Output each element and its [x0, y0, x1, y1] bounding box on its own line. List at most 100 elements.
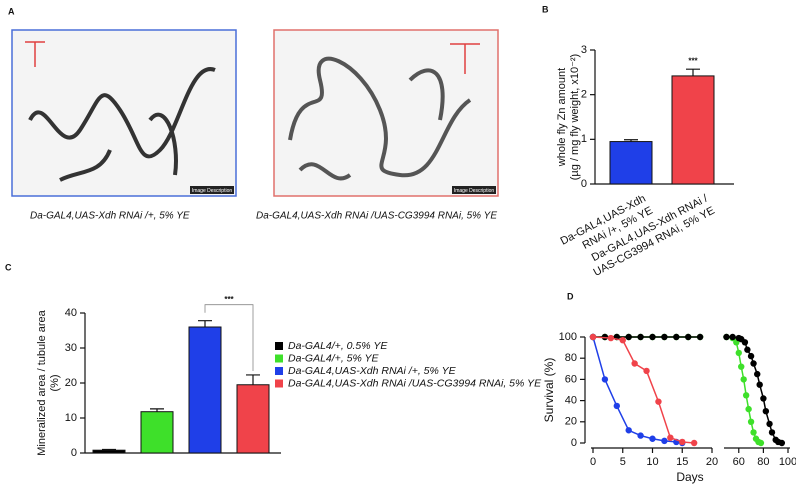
y-axis-label: Survival (%): [542, 358, 556, 423]
caption: Da-GAL4,UAS-Xdh RNAi /UAS-CG3994 RNAi, 5…: [256, 211, 497, 222]
bar: [140, 411, 174, 454]
point: [637, 333, 644, 341]
x-tick-label: 15: [676, 456, 688, 468]
overlay-box: [190, 186, 234, 194]
point: [747, 352, 755, 360]
x-tick-label: 100: [779, 456, 796, 468]
overlay-box: [452, 186, 496, 194]
y-tick-label: 60: [565, 373, 577, 385]
tubule: [288, 56, 472, 181]
point: [760, 395, 767, 402]
legend-swatch: [275, 354, 283, 363]
x-tick-label: 10: [646, 456, 658, 468]
x-tick-label: 80: [757, 456, 769, 468]
point: [766, 420, 773, 428]
point: [643, 367, 650, 375]
overlay: Image Description: [454, 188, 495, 194]
point: [619, 336, 626, 344]
point: [649, 435, 656, 442]
point: [740, 376, 747, 383]
point: [741, 339, 749, 346]
point: [607, 334, 615, 342]
panel-label: B: [542, 4, 549, 14]
bar: [671, 75, 715, 185]
series-line: [592, 336, 683, 444]
point: [745, 405, 752, 413]
x-tick-label: 0: [590, 456, 596, 468]
point: [754, 370, 761, 378]
point: [735, 349, 742, 357]
point: [631, 360, 638, 367]
point: [723, 333, 730, 341]
error-bar: [686, 68, 700, 76]
y-tick-label: 20: [65, 377, 77, 389]
bar: [188, 326, 222, 454]
point: [750, 360, 757, 367]
bar: [609, 141, 653, 185]
image-a1: Image Description Da-GAL4,UAS-Xdh RNAi /…: [11, 29, 237, 222]
point: [762, 408, 770, 415]
point: [742, 392, 750, 399]
error-bar: [198, 320, 212, 327]
bar: [92, 449, 126, 454]
y-tick-label: 20: [565, 416, 577, 428]
legend-swatch: [275, 379, 283, 388]
y-tick-label: 0: [581, 178, 587, 190]
point: [778, 439, 786, 447]
point: [690, 439, 698, 447]
point: [744, 346, 751, 353]
panel-label: A: [8, 6, 15, 16]
y-tick-label: 40: [65, 307, 77, 319]
point: [685, 333, 692, 341]
point: [679, 438, 686, 446]
panel-label: D: [567, 291, 574, 301]
tubule: [28, 67, 216, 182]
bracket: [204, 304, 254, 371]
y-axis-label: Mineralized area / tubule area: [36, 309, 48, 455]
point: [756, 381, 763, 388]
point: [673, 333, 680, 341]
point: [601, 376, 609, 383]
x-tick-label: 60: [733, 456, 745, 468]
series-line: [726, 336, 783, 444]
scale-bar: [25, 41, 45, 67]
point: [625, 333, 632, 341]
panel-label: C: [5, 262, 12, 272]
image-a2: Image Description Da-GAL4,UAS-Xdh RNAi /…: [256, 29, 499, 222]
point: [667, 434, 674, 441]
y-tick-label: 0: [71, 447, 77, 459]
point: [649, 333, 656, 341]
y-axis-label: (µg / mg fly weight, x10⁻²): [569, 54, 581, 180]
point: [655, 398, 662, 405]
y-tick-label: 3: [581, 44, 587, 56]
legend-label: Da-GAL4/+, 5% YE: [288, 352, 380, 364]
x-tick-label: 5: [620, 456, 626, 468]
point: [750, 429, 757, 436]
caption: Da-GAL4,UAS-Xdh RNAi /+, 5% YE: [30, 211, 190, 222]
legend-label: Da-GAL4,UAS-Xdh RNAi /+, 5% YE: [288, 365, 457, 377]
point: [661, 437, 668, 445]
annotation: ***: [688, 56, 698, 65]
point: [625, 427, 632, 434]
point: [661, 333, 668, 341]
y-axis-label: whole fly Zn amount: [556, 68, 568, 167]
scale-bar: [450, 43, 480, 74]
point: [613, 402, 620, 410]
y-axis-label: (%): [49, 374, 61, 391]
bar: [236, 384, 270, 454]
point: [768, 429, 776, 436]
legend-swatch: [275, 367, 283, 375]
point: [757, 439, 765, 447]
series-line: [726, 336, 762, 444]
point: [738, 363, 745, 370]
series-line: [592, 336, 695, 444]
x-tick-label: 20: [706, 456, 718, 468]
y-tick-label: 40: [565, 395, 577, 407]
point: [589, 333, 597, 341]
point: [637, 432, 644, 439]
y-tick-label: 30: [65, 342, 77, 354]
x-axis-label: Days: [676, 470, 703, 484]
y-tick-label: 2: [581, 89, 587, 101]
point: [729, 333, 736, 341]
